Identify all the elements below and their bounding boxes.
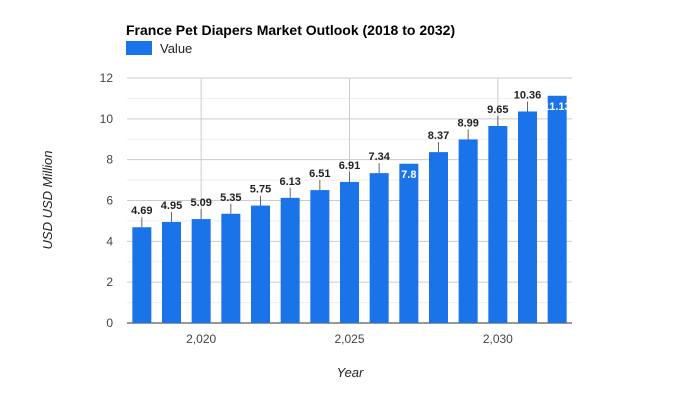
y-tick-label: 4 (106, 234, 113, 248)
legend-label: Value (160, 41, 192, 56)
data-label: 10.36 (514, 89, 542, 101)
y-tick-label: 2 (106, 275, 113, 289)
data-label: 7.34 (368, 151, 390, 163)
bar (162, 221, 181, 323)
bar (369, 173, 389, 323)
bar (429, 152, 448, 323)
chart-title: France Pet Diapers Market Outlook (2018 … (126, 22, 455, 38)
y-tick-label: 10 (100, 112, 114, 126)
bars (132, 95, 567, 324)
x-axis-ticks: 2,020 2,025 2,030 (186, 332, 513, 346)
bar (132, 227, 152, 323)
data-label: 6.13 (279, 176, 300, 188)
data-label: 8.37 (428, 130, 449, 142)
y-axis-title: USD USD Million (40, 151, 55, 250)
data-label: 6.91 (339, 160, 360, 172)
data-label: 4.69 (131, 205, 152, 217)
bar (547, 95, 567, 323)
data-label: 5.09 (190, 197, 211, 209)
data-label: 8.99 (457, 117, 478, 129)
bar (221, 213, 241, 323)
data-label: 11.13 (544, 101, 571, 113)
bar (280, 197, 300, 323)
bar (340, 181, 359, 323)
data-label: 5.35 (220, 192, 241, 204)
bar (310, 190, 330, 323)
y-tick-label: 8 (106, 153, 113, 167)
x-tick-label: 2,020 (186, 332, 216, 346)
data-labels: 4.69 4.95 5.09 5.35 5.75 6.13 6.51 6.91 7.34 7.8 8… (131, 89, 571, 228)
legend-swatch (126, 41, 152, 55)
x-tick-label: 2,030 (483, 332, 513, 346)
data-label: 9.65 (487, 104, 508, 116)
y-tick-label: 6 (106, 194, 113, 208)
bar (518, 111, 537, 323)
bar (488, 125, 508, 324)
data-label: 6.51 (309, 168, 330, 180)
bar (458, 139, 478, 323)
x-axis-title: Year (337, 365, 364, 380)
y-tick-label: 0 (106, 316, 113, 330)
data-label: 5.75 (250, 184, 271, 196)
y-tick-label: 12 (100, 71, 114, 85)
bar (191, 219, 211, 323)
data-label: 4.95 (161, 200, 182, 212)
bar (251, 205, 270, 323)
x-tick-label: 2,025 (334, 332, 364, 346)
legend: Value (126, 41, 192, 56)
y-axis-ticks: 0 2 4 6 8 10 12 (100, 71, 114, 330)
data-label: 7.8 (401, 169, 416, 181)
bar (399, 163, 419, 323)
